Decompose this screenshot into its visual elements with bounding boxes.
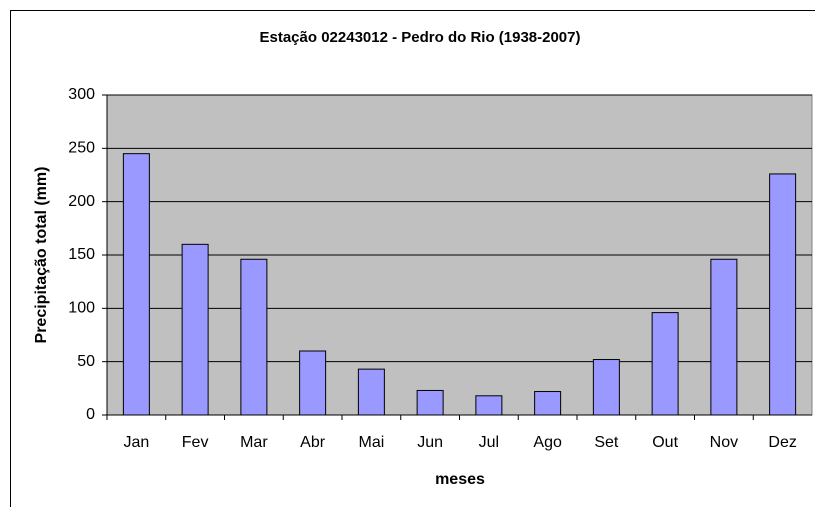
- x-tick-label: Out: [652, 434, 678, 451]
- x-tick-label: Jul: [479, 434, 499, 451]
- x-tick-label: Fev: [182, 434, 209, 451]
- bar: [592, 359, 620, 416]
- x-tick-label: Dez: [768, 434, 796, 451]
- y-tick-label: 0: [86, 406, 95, 423]
- x-tick-label: Abr: [300, 434, 326, 451]
- x-tick-label: Set: [594, 434, 619, 451]
- bar: [416, 389, 444, 416]
- bar: [122, 153, 150, 416]
- y-tick-label: 100: [68, 300, 95, 317]
- x-axis-label: meses: [435, 471, 485, 488]
- bar: [299, 350, 327, 416]
- x-tick-label: Ago: [533, 434, 562, 451]
- bar: [475, 395, 503, 416]
- y-axis-label: Precipitação total (mm): [33, 167, 50, 344]
- y-tick-label: 200: [68, 193, 95, 210]
- x-tick-label: Jan: [123, 434, 149, 451]
- y-tick-label: 300: [68, 86, 95, 103]
- bar: [240, 258, 268, 416]
- y-tick-label: 150: [68, 246, 95, 263]
- bar: [181, 243, 209, 416]
- x-tick-label: Mar: [240, 434, 268, 451]
- bar: [769, 173, 797, 416]
- bar: [651, 312, 679, 416]
- x-tick-label: Jun: [417, 434, 443, 451]
- chart-title: Estação 02243012 - Pedro do Rio (1938-20…: [260, 29, 581, 46]
- y-tick-label: 250: [68, 140, 95, 157]
- x-tick-label: Mai: [358, 434, 384, 451]
- bar: [710, 258, 738, 416]
- y-tick-label: 50: [77, 353, 95, 370]
- bar: [534, 391, 562, 416]
- bar: [357, 368, 385, 416]
- x-tick-label: Nov: [710, 434, 738, 451]
